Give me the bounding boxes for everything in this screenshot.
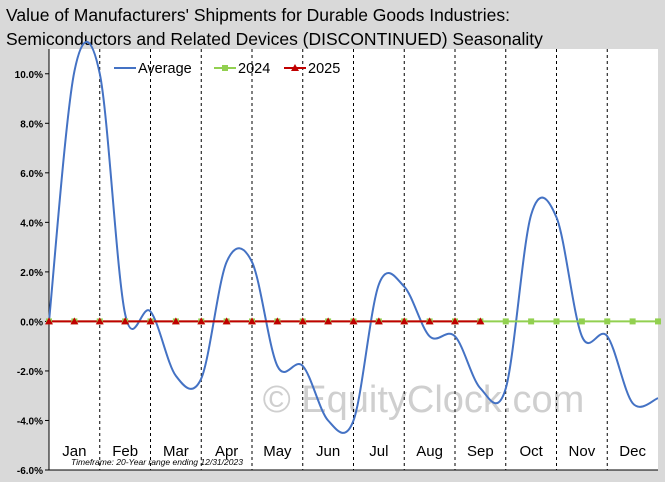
marker-2024 <box>578 318 585 325</box>
y-tick-label: 6.0% <box>20 169 43 180</box>
x-tick-label: Mar <box>163 443 189 460</box>
y-tick-label: -4.0% <box>17 416 43 427</box>
watermark: © EquityClock.com <box>263 379 585 421</box>
marker-2025 <box>476 317 485 325</box>
legend-label-2024: 2024 <box>238 61 270 77</box>
marker-2025 <box>45 317 53 325</box>
y-tick-label: -6.0% <box>17 466 43 477</box>
marker-2025 <box>451 317 459 325</box>
legend-label-Average: Average <box>138 61 192 77</box>
marker-2025 <box>197 317 206 325</box>
marker-2025 <box>324 317 333 325</box>
x-tick-label: Feb <box>112 443 138 460</box>
legend-marker-2025 <box>291 64 299 71</box>
marker-2025 <box>349 317 358 325</box>
marker-2024 <box>604 318 611 325</box>
marker-2025 <box>121 317 130 325</box>
x-tick-label: May <box>263 443 292 460</box>
x-tick-label: Jun <box>316 443 340 460</box>
x-tick-label: Sep <box>467 443 494 460</box>
y-tick-label: 4.0% <box>20 218 43 229</box>
legend-label-2025: 2025 <box>308 61 340 77</box>
marker-2024 <box>629 318 636 325</box>
y-tick-label: 2.0% <box>20 268 43 279</box>
x-tick-label: Oct <box>519 443 543 460</box>
x-tick-label: Jul <box>369 443 388 460</box>
x-tick-label: Aug <box>416 443 443 460</box>
footnote: Timeframe: 20-Year range ending 12/31/20… <box>71 457 243 467</box>
series-line-average <box>48 40 659 434</box>
chart-title-line-1: Value of Manufacturers' Shipments for Du… <box>6 5 510 25</box>
marker-2025 <box>374 317 383 325</box>
marker-2025 <box>95 317 104 325</box>
y-tick-label: -2.0% <box>17 367 43 378</box>
y-tick-label: 0.0% <box>20 317 43 328</box>
marker-2025 <box>70 317 79 325</box>
y-tick-label: 8.0% <box>20 119 43 130</box>
y-tick-label: 10.0% <box>15 70 43 81</box>
marker-2024 <box>553 318 560 325</box>
marker-2024 <box>528 318 535 325</box>
chart-title: Value of Manufacturers' Shipments for Du… <box>6 3 665 51</box>
legend-marker-2024 <box>222 65 228 71</box>
marker-2025 <box>400 317 409 325</box>
x-tick-label: Dec <box>619 443 646 460</box>
marker-2025 <box>222 317 231 325</box>
marker-2025 <box>273 317 282 325</box>
x-tick-label: Nov <box>569 443 596 460</box>
marker-2025 <box>298 317 307 325</box>
marker-2025 <box>146 317 155 325</box>
x-tick-label: Apr <box>215 443 238 460</box>
marker-2025 <box>248 317 256 325</box>
marker-2025 <box>425 317 434 325</box>
chart-title-line-2: Semiconductors and Related Devices (DISC… <box>6 29 543 49</box>
marker-2024 <box>655 318 661 325</box>
marker-2024 <box>502 318 509 325</box>
marker-2025 <box>171 317 180 325</box>
x-tick-label: Jan <box>62 443 86 460</box>
